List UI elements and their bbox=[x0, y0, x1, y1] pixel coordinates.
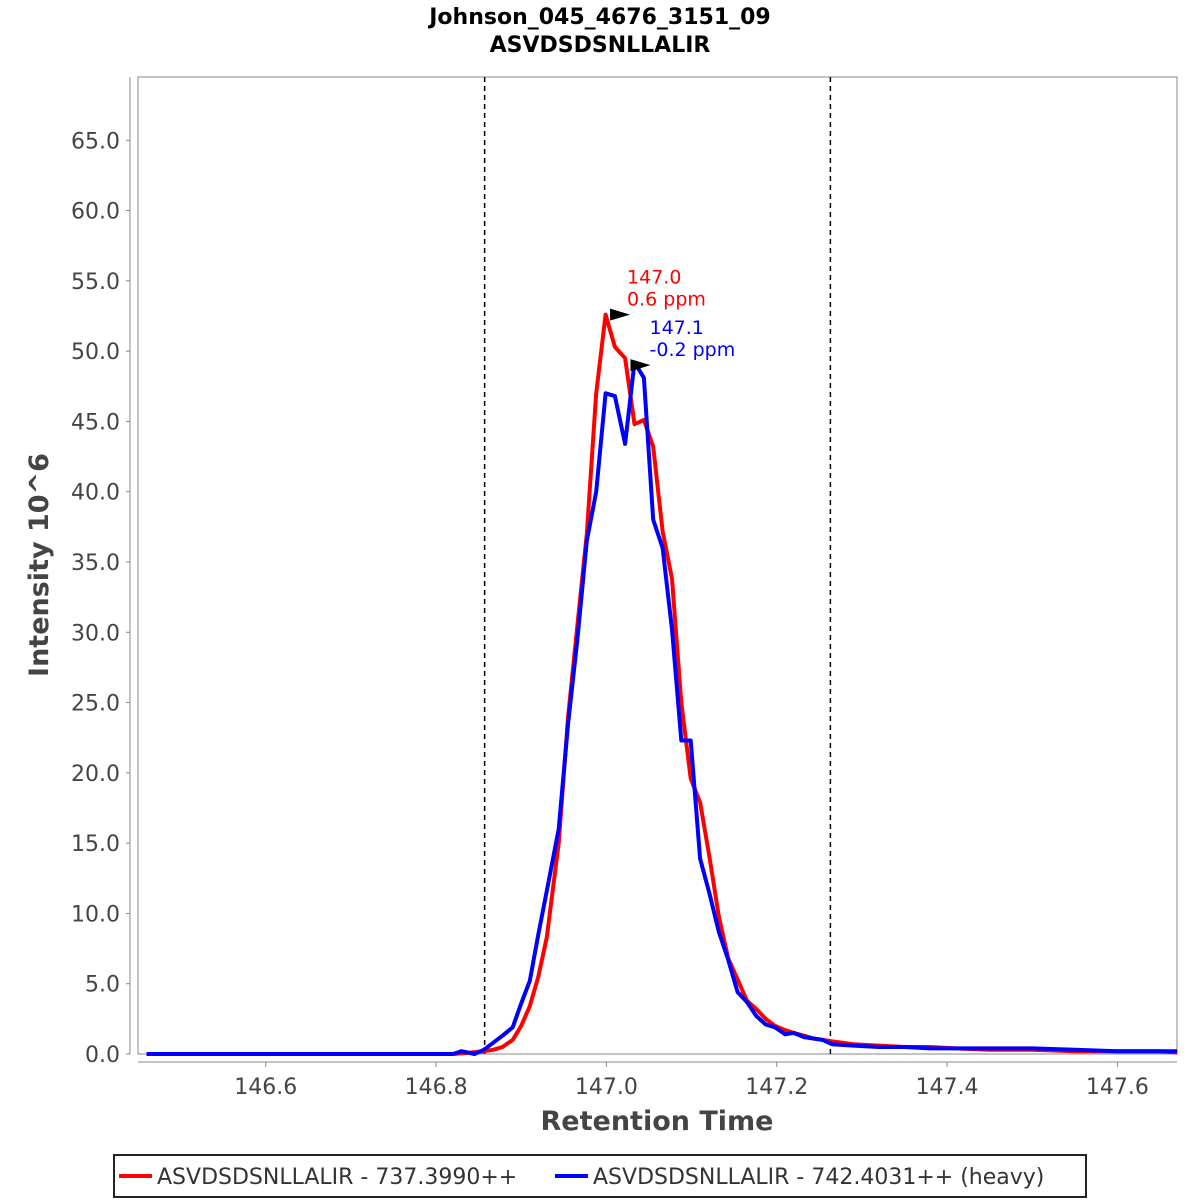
legend-label-light: ASVDSDSNLLALIR - 737.3990++ bbox=[157, 1165, 517, 1190]
y-tick-label: 20.0 bbox=[71, 762, 120, 787]
y-tick-label: 60.0 bbox=[71, 200, 120, 225]
peak-label-heavy: -0.2 ppm bbox=[650, 339, 736, 361]
peak-marker-arrow bbox=[610, 308, 631, 321]
y-tick-label: 40.0 bbox=[71, 481, 120, 506]
series-line-heavy bbox=[146, 360, 1177, 1056]
series-lines bbox=[146, 312, 1178, 1056]
y-tick-label: 10.0 bbox=[71, 902, 120, 927]
y-tick-label: 5.0 bbox=[85, 973, 120, 998]
y-tick-label: 0.0 bbox=[85, 1043, 120, 1068]
plot-area bbox=[137, 76, 1178, 1055]
x-tick-label: 146.6 bbox=[234, 1075, 297, 1100]
x-tick-label: 147.6 bbox=[1086, 1075, 1149, 1100]
legend: ASVDSDSNLLALIR - 737.3990++ ASVDSDSNLLAL… bbox=[113, 1154, 1087, 1198]
peak-marker-arrow bbox=[630, 359, 651, 372]
y-tick-label: 30.0 bbox=[71, 621, 120, 646]
y-axis-label: Intensity 10^6 bbox=[24, 453, 55, 677]
x-tick-label: 147.2 bbox=[745, 1075, 808, 1100]
y-tick-label: 65.0 bbox=[71, 129, 120, 154]
x-axis-label: Retention Time bbox=[541, 1106, 774, 1137]
peak-label-light: 147.0 bbox=[627, 267, 681, 289]
peak-label-light: 0.6 ppm bbox=[627, 289, 706, 311]
integration-boundaries bbox=[483, 77, 832, 1054]
peak-annotations: 147.00.6 ppm 147.1-0.2 ppm bbox=[610, 267, 735, 372]
chart-subtitle: ASVDSDSNLLALIR bbox=[490, 33, 711, 58]
y-tick-label: 35.0 bbox=[71, 551, 120, 576]
x-tick-label: 147.4 bbox=[916, 1075, 979, 1100]
chart-title: Johnson_045_4676_3151_09 bbox=[427, 5, 771, 30]
legend-box bbox=[113, 1154, 1087, 1198]
y-tick-label: 25.0 bbox=[71, 692, 120, 717]
axes: 0.0 5.0 10.0 15.0 20.0 25.0 30.0 35.0 40.0 45.0 50… bbox=[71, 77, 1177, 1100]
y-tick-label: 45.0 bbox=[71, 410, 120, 435]
x-tick-label: 146.8 bbox=[405, 1075, 468, 1100]
y-tick-label: 50.0 bbox=[71, 340, 120, 365]
x-tick-label: 147.0 bbox=[575, 1075, 638, 1100]
legend-label-heavy: ASVDSDSNLLALIR - 742.4031++ (heavy) bbox=[593, 1165, 1044, 1190]
y-tick-label: 55.0 bbox=[71, 270, 120, 295]
peak-label-heavy: 147.1 bbox=[650, 317, 704, 339]
y-tick-label: 15.0 bbox=[71, 832, 120, 857]
